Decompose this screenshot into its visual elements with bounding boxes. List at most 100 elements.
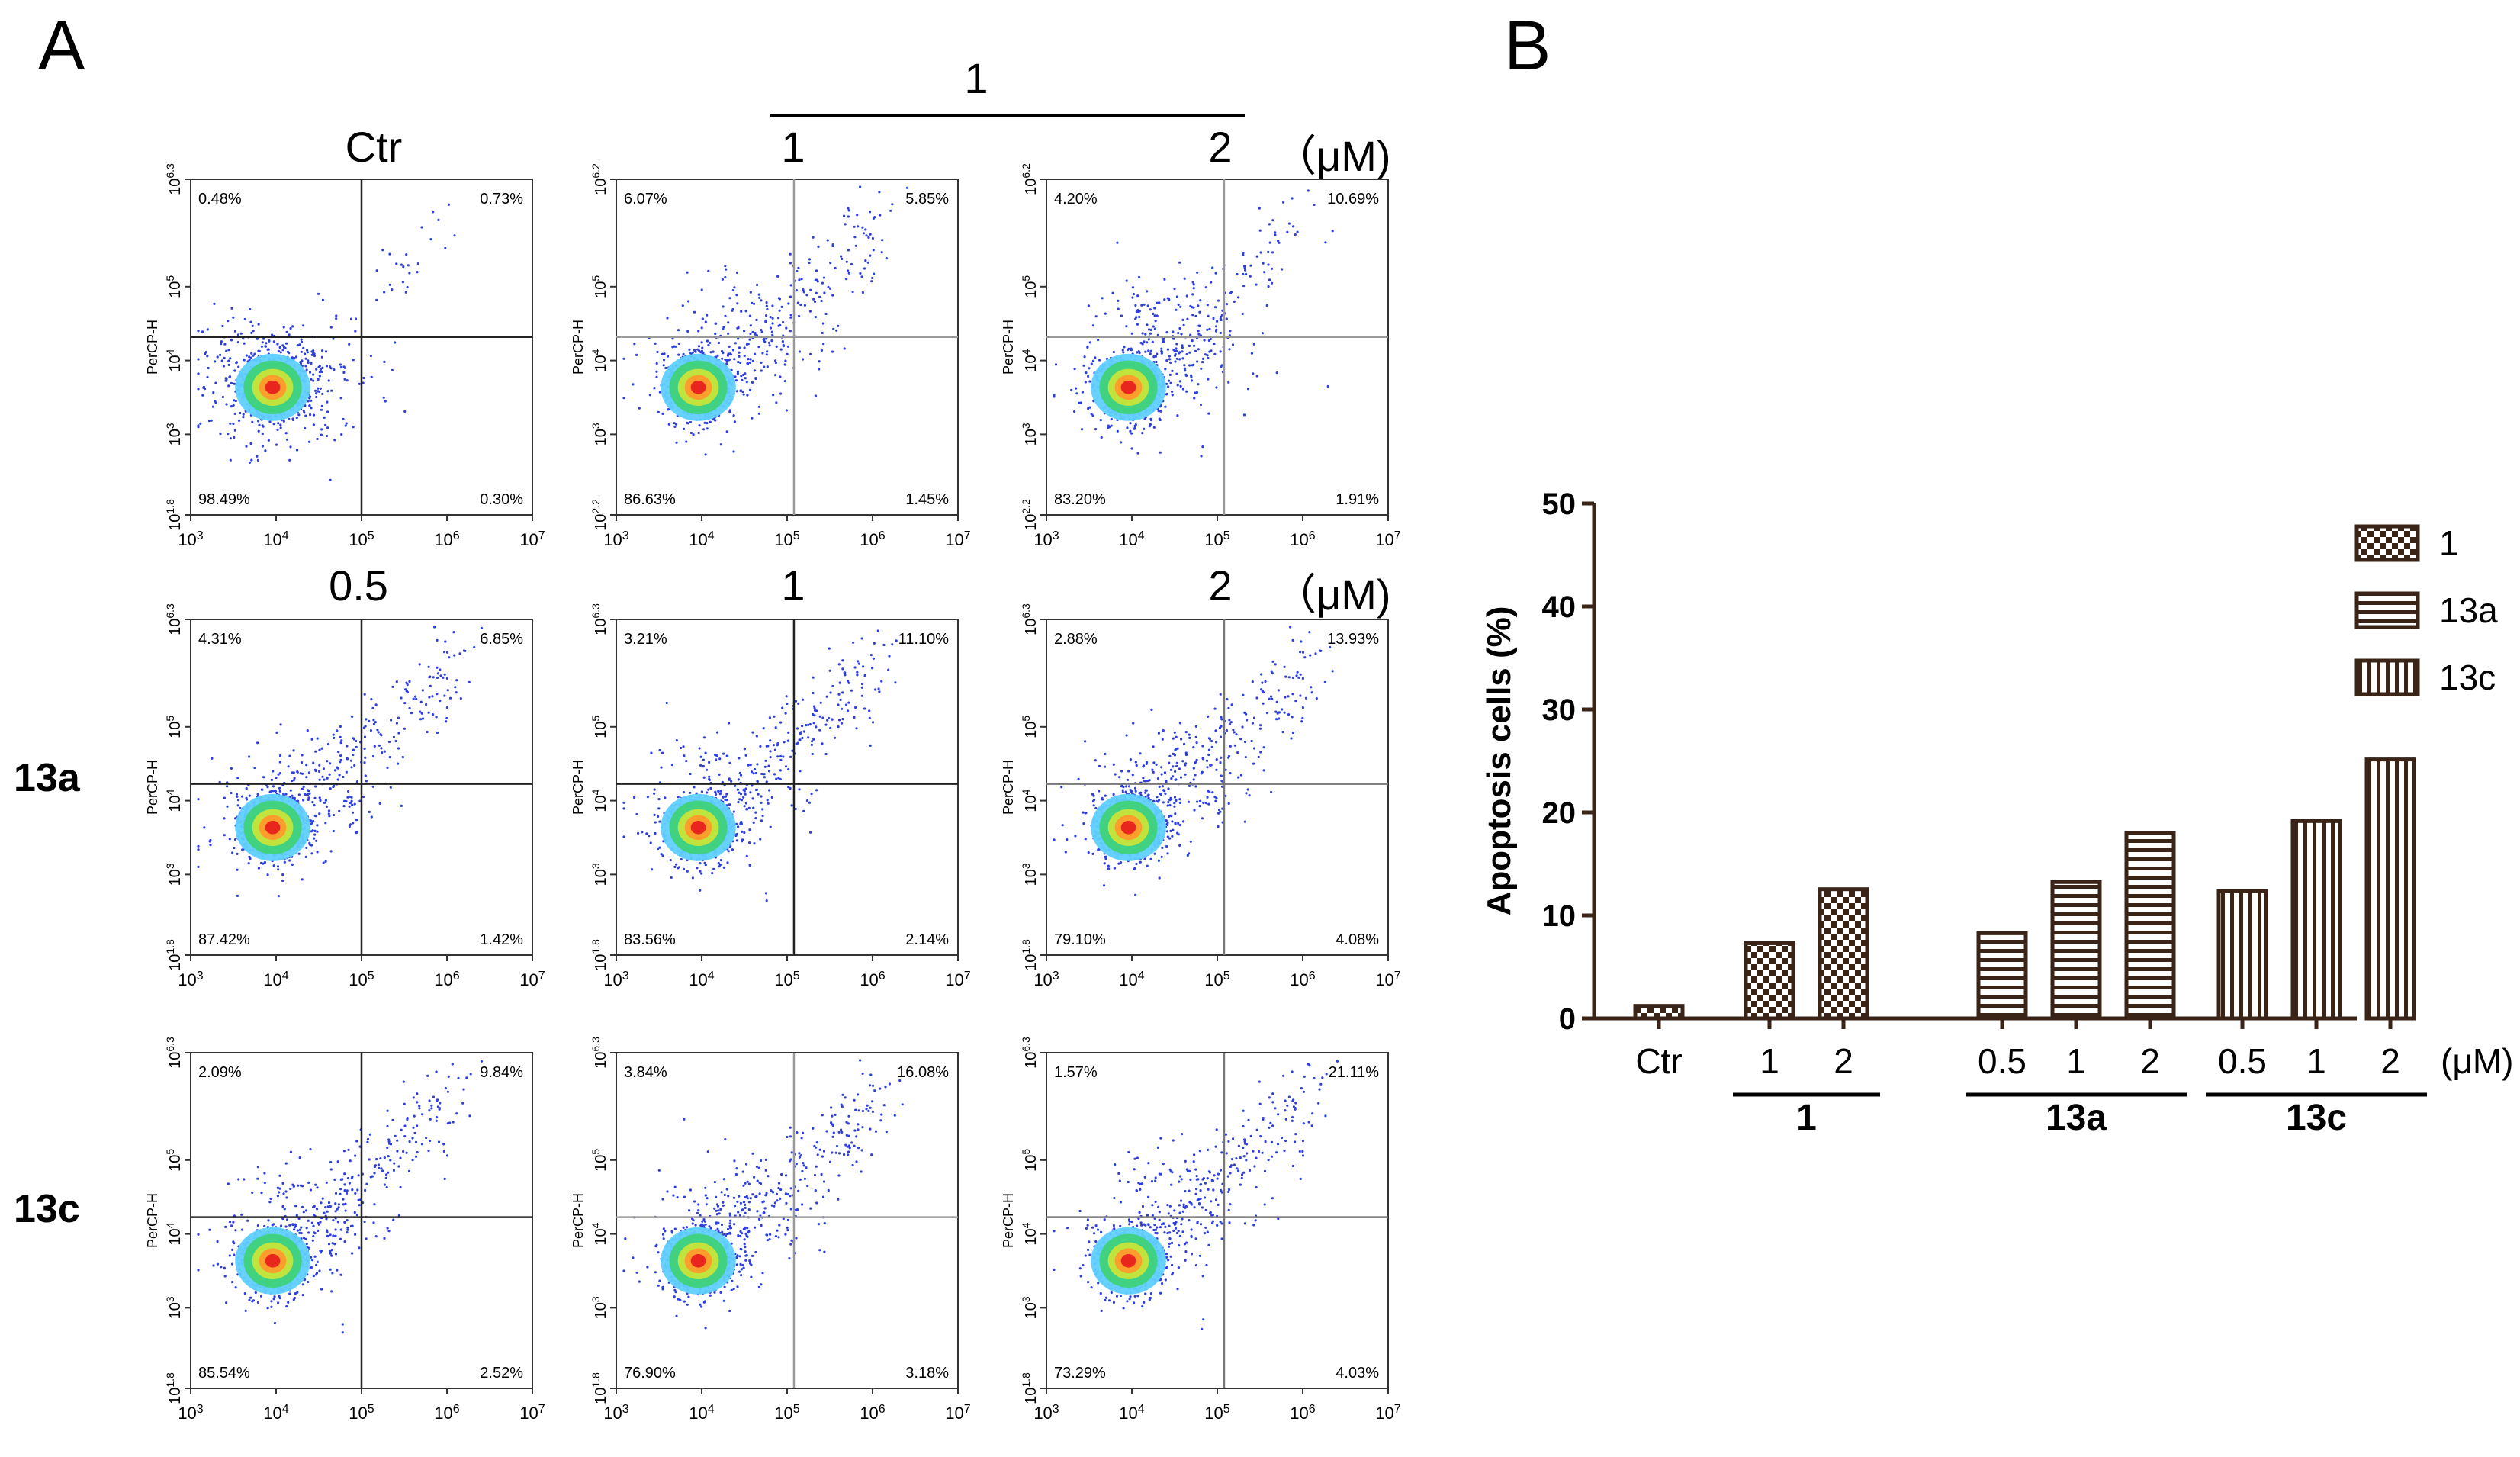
dot [857,225,859,227]
dot [346,771,348,774]
dot [443,651,445,653]
dot [223,365,225,367]
dot [1165,331,1168,333]
dot [786,409,788,411]
dot [1207,357,1209,359]
y-axis-label: PerCP-H [145,760,160,815]
dot [855,245,857,247]
dot [1152,325,1155,327]
dot [250,442,252,445]
dot [1195,725,1197,728]
dot [831,718,833,720]
dot [228,376,230,378]
dot [673,346,675,348]
dot [1215,329,1217,331]
dot [233,404,235,407]
dot [1131,297,1133,299]
dot [677,354,680,356]
dot [706,339,709,342]
dot [785,765,787,767]
dot [872,237,874,240]
dot [256,338,259,340]
dot [786,695,788,697]
dot [829,262,831,264]
dot [428,712,430,714]
dot [1135,423,1137,426]
dot [1259,751,1262,753]
dot [1186,294,1188,297]
dot [742,789,744,791]
dot [766,301,768,304]
dot [294,797,296,799]
dot [289,445,291,448]
dot [815,789,818,791]
dot [886,257,888,259]
dot [753,303,755,305]
dot [773,744,775,746]
quadrant-ul-pct: 4.31% [198,631,242,648]
dot [1188,345,1191,347]
dot [436,716,438,718]
dot [239,807,241,809]
dot [230,437,232,439]
dot [829,691,831,693]
dot [641,831,643,833]
dot [779,778,782,780]
dot [837,693,840,696]
dot [744,793,747,796]
dot [445,720,447,722]
dot [368,811,371,813]
dot [1104,766,1106,768]
dot [749,315,751,317]
dot [826,696,828,698]
dot [745,802,747,804]
dot [237,799,239,801]
dot [1252,680,1254,683]
dot [769,750,771,752]
dot [1142,332,1144,334]
dot [1164,771,1166,774]
dot [718,757,721,760]
dot [339,774,341,776]
dot [701,790,703,793]
dot [745,754,747,757]
dot [801,725,803,727]
dot [343,805,346,807]
dot [782,340,784,343]
dot [291,795,293,797]
dot [766,350,768,352]
dot [460,697,462,700]
dot [1149,858,1152,860]
dot [688,349,690,351]
dot [622,802,625,804]
dot [769,739,771,741]
dot [777,325,779,327]
dot [419,718,422,720]
dot [728,359,731,361]
y-tick-label: 105 [590,275,609,298]
dot [754,817,757,819]
dot [653,793,655,795]
dot [778,297,780,299]
dot [1101,297,1104,299]
dot [1228,348,1230,350]
dot [273,423,275,425]
dot [1215,769,1217,771]
dot [682,304,684,307]
dot [1055,363,1057,365]
dot [284,861,286,864]
dot [728,346,731,348]
dot [381,249,384,251]
dot [1172,738,1175,740]
dot [659,749,661,751]
dot [236,796,238,798]
dot [757,780,759,783]
dot [1288,223,1291,225]
dot [744,787,747,790]
dot [1262,703,1265,705]
dot [298,343,301,346]
dot [1242,313,1244,315]
